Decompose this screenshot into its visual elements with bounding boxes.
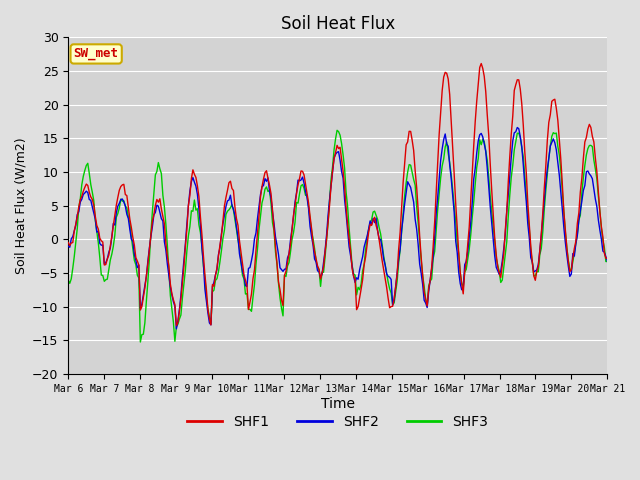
Text: SW_met: SW_met bbox=[74, 48, 118, 60]
Y-axis label: Soil Heat Flux (W/m2): Soil Heat Flux (W/m2) bbox=[15, 137, 28, 274]
X-axis label: Time: Time bbox=[321, 396, 355, 410]
Title: Soil Heat Flux: Soil Heat Flux bbox=[281, 15, 395, 33]
Legend: SHF1, SHF2, SHF3: SHF1, SHF2, SHF3 bbox=[182, 409, 494, 434]
